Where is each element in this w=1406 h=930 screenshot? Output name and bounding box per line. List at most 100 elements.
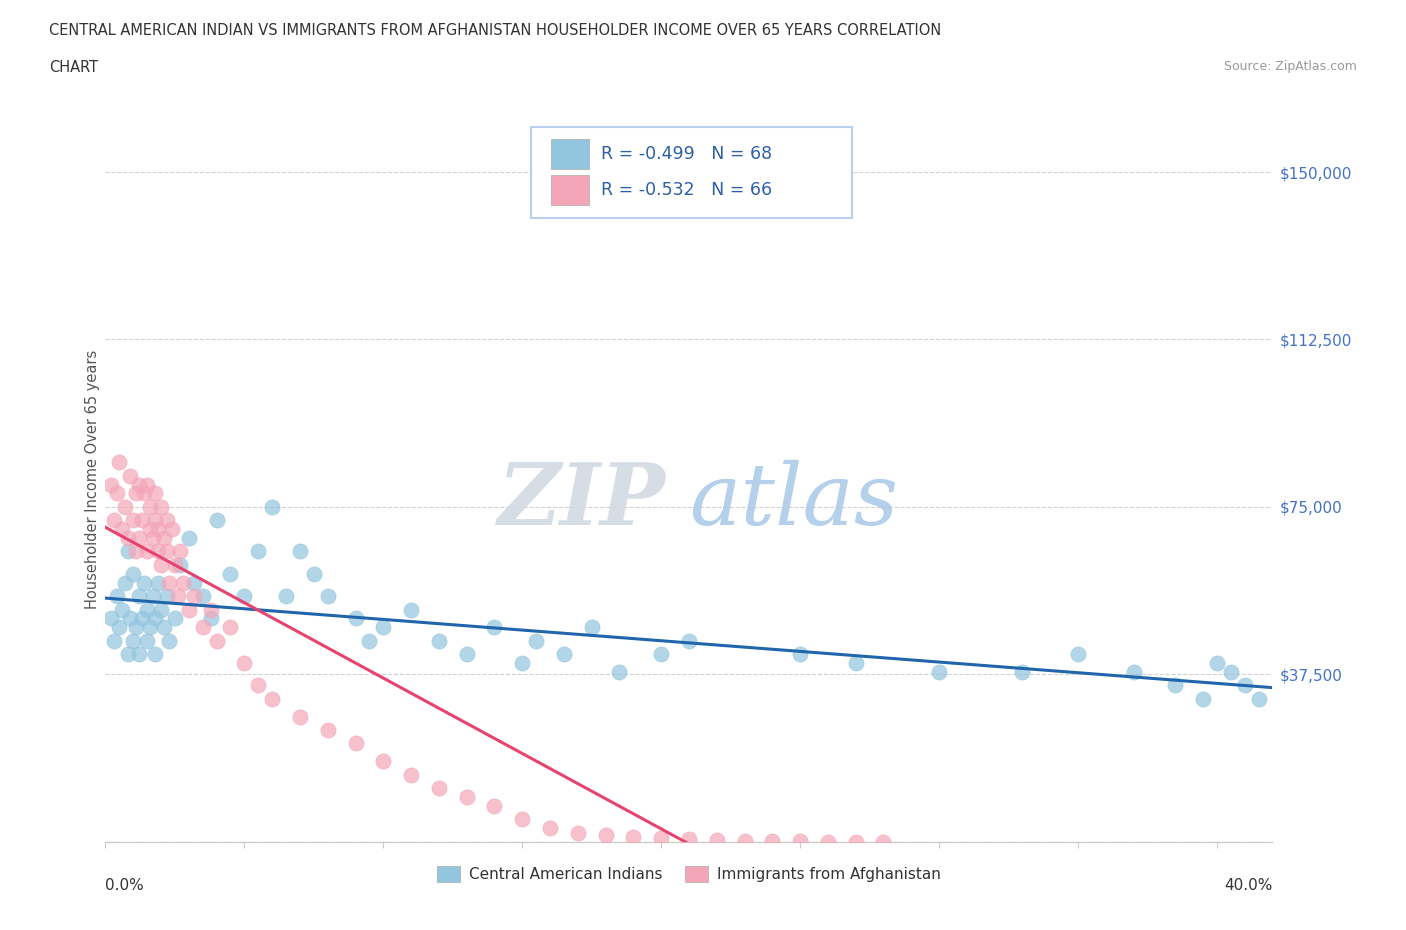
Point: [191, 589, 214, 604]
Point: [153, 620, 174, 635]
Point: [155, 589, 177, 604]
Point: [373, 754, 395, 769]
Bar: [551, 139, 589, 169]
Point: [510, 812, 533, 827]
Point: [155, 512, 177, 527]
Point: [219, 566, 242, 581]
Point: [108, 455, 131, 470]
Text: atlas: atlas: [689, 459, 898, 542]
Point: [125, 486, 148, 501]
Point: [134, 486, 156, 501]
Text: Source: ZipAtlas.com: Source: ZipAtlas.com: [1223, 60, 1357, 73]
Point: [157, 576, 180, 591]
Point: [1219, 665, 1241, 680]
Text: ZIP: ZIP: [498, 459, 665, 542]
Point: [484, 620, 506, 635]
Point: [191, 620, 214, 635]
Point: [145, 486, 167, 501]
Point: [817, 834, 839, 849]
Point: [734, 833, 756, 848]
Point: [456, 646, 478, 661]
Point: [183, 576, 205, 591]
Point: [122, 512, 145, 527]
Text: CENTRAL AMERICAN INDIAN VS IMMIGRANTS FROM AFGHANISTAN HOUSEHOLDER INCOME OVER 6: CENTRAL AMERICAN INDIAN VS IMMIGRANTS FR…: [49, 23, 942, 38]
Point: [678, 633, 700, 648]
Point: [145, 611, 167, 626]
Point: [302, 566, 325, 581]
Point: [111, 522, 134, 537]
Text: R = -0.532   N = 66: R = -0.532 N = 66: [602, 181, 772, 199]
Point: [117, 646, 139, 661]
Point: [145, 646, 167, 661]
Point: [100, 477, 122, 492]
Point: [567, 825, 589, 840]
Point: [136, 602, 159, 617]
Point: [160, 522, 183, 537]
Point: [120, 468, 142, 483]
Point: [316, 589, 339, 604]
Point: [219, 620, 242, 635]
Point: [105, 589, 128, 604]
Point: [1192, 691, 1215, 706]
Point: [142, 531, 165, 546]
Point: [761, 834, 783, 849]
Point: [344, 611, 367, 626]
Point: [1011, 665, 1033, 680]
Point: [205, 633, 228, 648]
Point: [136, 477, 159, 492]
Point: [621, 830, 644, 844]
Point: [120, 611, 142, 626]
Point: [103, 512, 125, 527]
Point: [117, 544, 139, 559]
Point: [169, 557, 191, 572]
Text: 0.0%: 0.0%: [105, 878, 145, 893]
Point: [125, 620, 148, 635]
Point: [128, 531, 150, 546]
Point: [1164, 678, 1187, 693]
Point: [595, 828, 617, 843]
Point: [169, 544, 191, 559]
Point: [928, 665, 950, 680]
Point: [142, 589, 165, 604]
Point: [650, 830, 672, 845]
Point: [163, 611, 186, 626]
Point: [100, 611, 122, 626]
Point: [845, 834, 868, 849]
Point: [166, 589, 188, 604]
Point: [139, 620, 162, 635]
Point: [789, 834, 811, 849]
Point: [153, 531, 174, 546]
Point: [131, 512, 153, 527]
Point: [1233, 678, 1256, 693]
Point: [148, 522, 170, 537]
Point: [150, 602, 173, 617]
Point: [789, 646, 811, 661]
Point: [172, 576, 194, 591]
Point: [155, 544, 177, 559]
Point: [1122, 665, 1144, 680]
Point: [128, 477, 150, 492]
Point: [125, 544, 148, 559]
Point: [581, 620, 603, 635]
Point: [177, 602, 200, 617]
Point: [1067, 646, 1090, 661]
Point: [205, 512, 228, 527]
Point: [872, 834, 894, 849]
Point: [427, 780, 450, 795]
Text: 40.0%: 40.0%: [1225, 878, 1272, 893]
Point: [288, 544, 311, 559]
Point: [399, 602, 422, 617]
Point: [706, 833, 728, 848]
Point: [150, 557, 173, 572]
Point: [262, 499, 284, 514]
Point: [650, 646, 672, 661]
Point: [200, 611, 222, 626]
Point: [609, 665, 631, 680]
Point: [1247, 691, 1270, 706]
Point: [148, 576, 170, 591]
Point: [117, 531, 139, 546]
Point: [108, 620, 131, 635]
Point: [134, 576, 156, 591]
Point: [678, 832, 700, 847]
Point: [510, 656, 533, 671]
